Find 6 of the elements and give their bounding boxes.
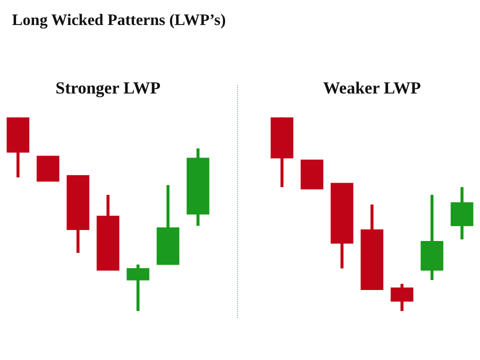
chart-title: Long Wicked Patterns (LWP’s) xyxy=(12,12,226,30)
chart-subtitle: Stronger LWP xyxy=(55,78,161,98)
candlestick xyxy=(450,187,474,240)
chart-subtitle: Weaker LWP xyxy=(323,78,421,98)
candlestick xyxy=(126,264,150,311)
candlestick xyxy=(390,284,414,311)
